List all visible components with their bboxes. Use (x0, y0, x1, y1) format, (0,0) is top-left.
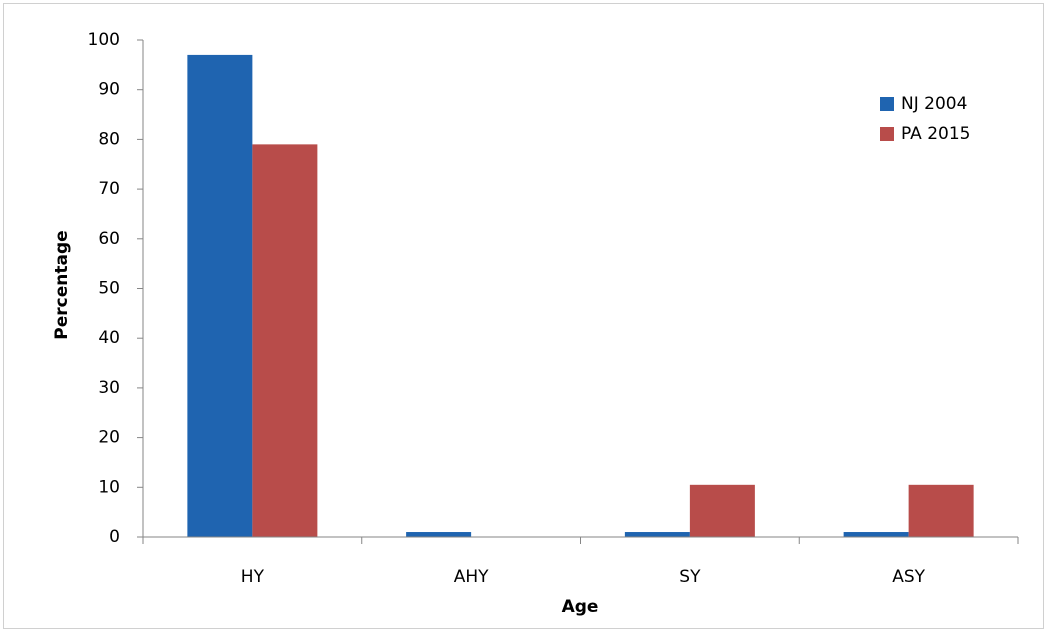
y-tick-label: 0 (109, 527, 120, 547)
bar (689, 484, 755, 537)
y-tick-label: 30 (98, 378, 120, 398)
y-tick-label: 70 (98, 179, 120, 199)
x-tick-label: SY (679, 567, 701, 587)
chart-frame (3, 3, 1044, 629)
y-tick-label: 90 (98, 80, 120, 100)
legend-label: NJ 2004 (901, 94, 967, 114)
y-tick-label: 20 (98, 428, 120, 448)
y-tick-label: 10 (98, 477, 120, 497)
legend-label: PA 2015 (901, 124, 970, 144)
bar (843, 532, 909, 537)
x-axis-title: Age (562, 597, 599, 617)
bar (187, 54, 253, 537)
legend-swatch (880, 97, 894, 111)
y-tick-label: 40 (98, 328, 120, 348)
legend-swatch (880, 127, 894, 141)
y-axis-title: Percentage (52, 230, 72, 339)
x-tick-label: AHY (454, 567, 489, 587)
y-tick-label: 50 (98, 279, 120, 299)
x-tick-label: ASY (892, 567, 925, 587)
y-tick-label: 100 (88, 30, 120, 50)
bar (406, 532, 472, 537)
bar (908, 484, 974, 537)
x-tick-label: HY (241, 567, 265, 587)
bar (252, 144, 318, 537)
y-tick-label: 60 (98, 229, 120, 249)
y-tick-label: 80 (98, 129, 120, 149)
bar (624, 532, 690, 537)
